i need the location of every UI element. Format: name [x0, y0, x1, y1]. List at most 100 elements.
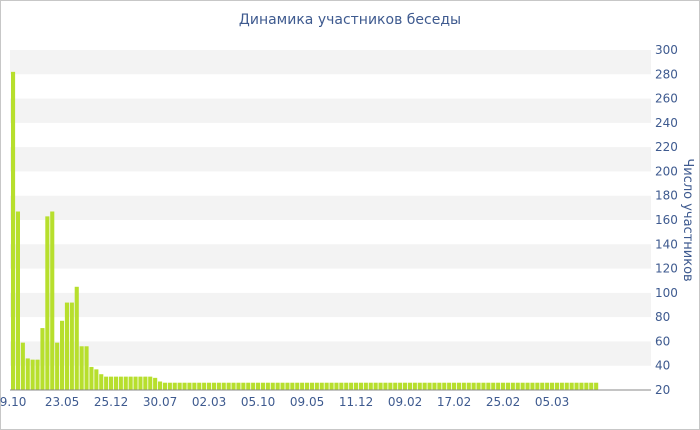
bar	[554, 382, 559, 390]
bar	[182, 382, 187, 390]
y-tick-label: 180	[655, 189, 678, 203]
x-axis-ticks: 9.10 23.05 25.12 30.07 02.03 05.10 09.05 11.12 0…	[0, 395, 569, 409]
bar	[329, 382, 334, 390]
y-axis-label: Число участников	[680, 158, 695, 281]
bar	[153, 377, 158, 390]
bar	[579, 382, 584, 390]
bar	[432, 382, 437, 390]
bar	[30, 359, 35, 390]
y-tick-label: 80	[655, 310, 670, 324]
bar	[50, 211, 55, 390]
x-tick-label: 09.05	[290, 395, 324, 409]
bar	[177, 382, 182, 390]
bar	[407, 382, 412, 390]
bar	[368, 382, 373, 390]
chart-title: Динамика участников беседы	[238, 12, 462, 28]
bar	[319, 382, 324, 390]
bar	[442, 382, 447, 390]
bar	[505, 382, 510, 390]
bar	[378, 382, 383, 390]
bar	[94, 369, 99, 390]
bar	[491, 382, 496, 390]
bar	[550, 382, 555, 390]
bar	[109, 376, 114, 390]
bar	[398, 382, 403, 390]
bar	[221, 382, 226, 390]
bar	[187, 382, 192, 390]
grid-band	[10, 98, 651, 123]
bar	[559, 382, 564, 390]
bar	[167, 382, 172, 390]
bar	[403, 382, 408, 390]
bar	[295, 382, 300, 390]
y-tick-label: 20	[655, 383, 670, 397]
bar	[530, 382, 535, 390]
bar	[280, 382, 285, 390]
bar	[133, 376, 138, 390]
bar	[84, 346, 89, 390]
x-tick-label: 09.02	[388, 395, 422, 409]
bar	[74, 286, 79, 390]
bar	[373, 382, 378, 390]
x-tick-label: 25.02	[486, 395, 520, 409]
bar	[324, 382, 329, 390]
y-tick-label: 220	[655, 140, 678, 154]
bar	[525, 382, 530, 390]
bar	[354, 382, 359, 390]
grid-band	[10, 147, 651, 172]
bar	[383, 382, 388, 390]
bar	[481, 382, 486, 390]
bar	[305, 382, 310, 390]
bar	[192, 382, 197, 390]
bar	[251, 382, 256, 390]
bar	[589, 382, 594, 390]
bar	[456, 382, 461, 390]
bar	[226, 382, 231, 390]
bar	[540, 382, 545, 390]
bar	[334, 382, 339, 390]
bar	[417, 382, 422, 390]
bar	[143, 376, 148, 390]
y-tick-label: 280	[655, 67, 678, 81]
bar	[256, 382, 261, 390]
bar	[148, 376, 153, 390]
bar	[35, 359, 40, 390]
bar	[211, 382, 216, 390]
bar	[11, 71, 16, 391]
bar	[427, 382, 432, 390]
bar	[138, 376, 143, 390]
y-tick-label: 300	[655, 43, 678, 57]
bar	[197, 382, 202, 390]
bar	[55, 342, 60, 390]
bar	[25, 358, 30, 390]
x-tick-label: 23.05	[45, 395, 79, 409]
bar	[270, 382, 275, 390]
bar	[437, 382, 442, 390]
bar	[216, 382, 221, 390]
bar	[569, 382, 574, 390]
bars	[11, 71, 599, 391]
grid-bands	[10, 50, 651, 366]
bar	[290, 382, 295, 390]
bar	[358, 382, 363, 390]
bar	[162, 382, 167, 390]
y-tick-label: 40	[655, 359, 670, 373]
bar	[363, 382, 368, 390]
grid-band	[10, 50, 651, 75]
bar	[231, 382, 236, 390]
y-tick-label: 140	[655, 237, 678, 251]
y-tick-label: 160	[655, 213, 678, 227]
bar	[309, 382, 314, 390]
bar	[422, 382, 427, 390]
bar	[564, 382, 569, 390]
y-tick-label: 260	[655, 92, 678, 106]
bar	[128, 376, 133, 390]
bar	[486, 382, 491, 390]
bar	[89, 366, 94, 390]
bar	[452, 382, 457, 390]
bar	[476, 382, 481, 390]
bar	[520, 382, 525, 390]
bar	[466, 382, 471, 390]
y-tick-label: 200	[655, 164, 678, 178]
